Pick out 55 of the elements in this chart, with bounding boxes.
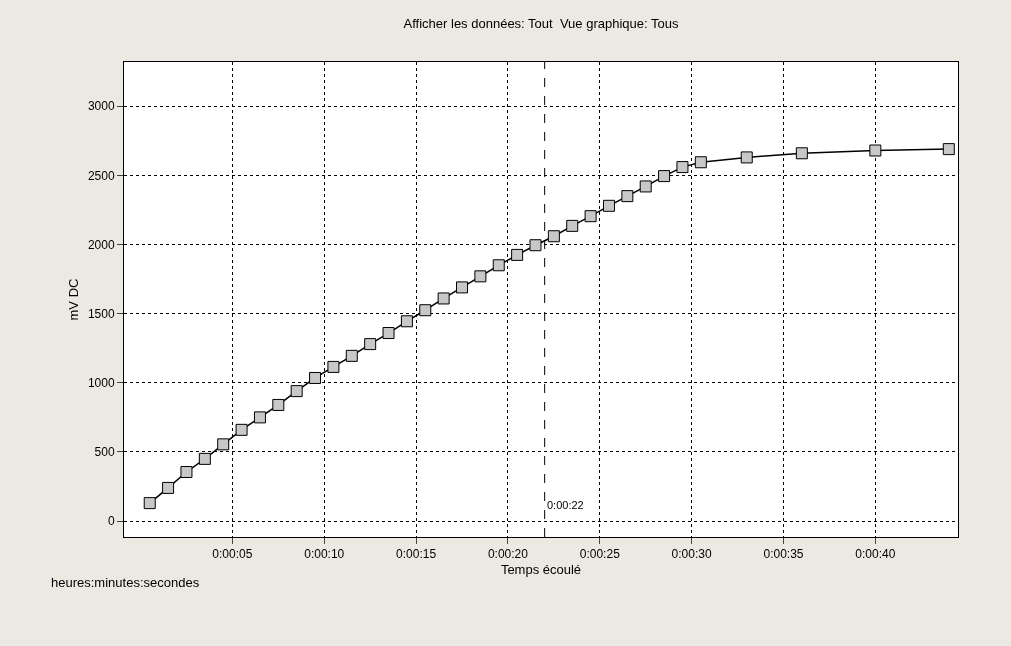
x-tick-label: 0:00:20	[487, 547, 529, 562]
point	[253, 411, 266, 424]
point	[492, 259, 505, 272]
y-tick-label: 3000	[87, 99, 115, 114]
y-tick-label: 2000	[87, 237, 115, 252]
x-tick-label: 0:00:05	[212, 547, 253, 562]
point	[942, 143, 955, 156]
point	[869, 144, 882, 157]
y-tick-label: 500	[94, 445, 115, 460]
point	[694, 156, 707, 169]
point	[143, 497, 156, 510]
point	[400, 315, 413, 328]
y-axis-title: mV DC	[65, 278, 81, 321]
x-tick-label: 0:00:40	[855, 547, 896, 562]
ref-line-label: 0:00:22	[547, 499, 584, 511]
point	[419, 304, 432, 317]
x-axis-title: Temps écoulé	[500, 562, 582, 577]
x-tick-label: 0:00:25	[579, 547, 621, 562]
x-tick-label: 0:00:35	[763, 547, 804, 562]
y-tick-label: 1000	[87, 376, 115, 391]
point	[658, 170, 671, 183]
point	[511, 248, 524, 261]
point	[547, 230, 560, 243]
point	[676, 161, 689, 174]
point	[437, 292, 450, 305]
point	[382, 327, 395, 340]
point	[309, 371, 322, 384]
point	[795, 147, 808, 160]
point	[345, 349, 358, 362]
point	[235, 423, 248, 436]
y-tick-label: 2500	[87, 168, 115, 183]
point	[272, 398, 285, 411]
chart-title: Afficher les données: Tout Vue graphique: Tous	[403, 16, 679, 32]
x-tick-label: 0:00:15	[396, 547, 437, 562]
point	[162, 481, 175, 494]
point	[364, 338, 377, 351]
point	[529, 239, 542, 252]
point	[198, 452, 211, 465]
point	[456, 281, 469, 294]
y-tick-label: 0	[107, 514, 115, 529]
point	[602, 199, 615, 212]
point	[290, 385, 303, 398]
point	[639, 180, 652, 193]
point	[584, 210, 597, 223]
y-tick-label: 1500	[87, 306, 115, 321]
point	[474, 270, 487, 283]
point	[740, 151, 753, 164]
point	[180, 466, 193, 479]
x-tick-label: 0:00:30	[671, 547, 712, 562]
point	[217, 438, 230, 451]
text: heures:minutes:secondes	[51, 575, 200, 590]
x-tick-label: 0:00:10	[304, 547, 345, 562]
point	[566, 219, 579, 232]
point	[327, 360, 340, 373]
point	[621, 190, 634, 203]
